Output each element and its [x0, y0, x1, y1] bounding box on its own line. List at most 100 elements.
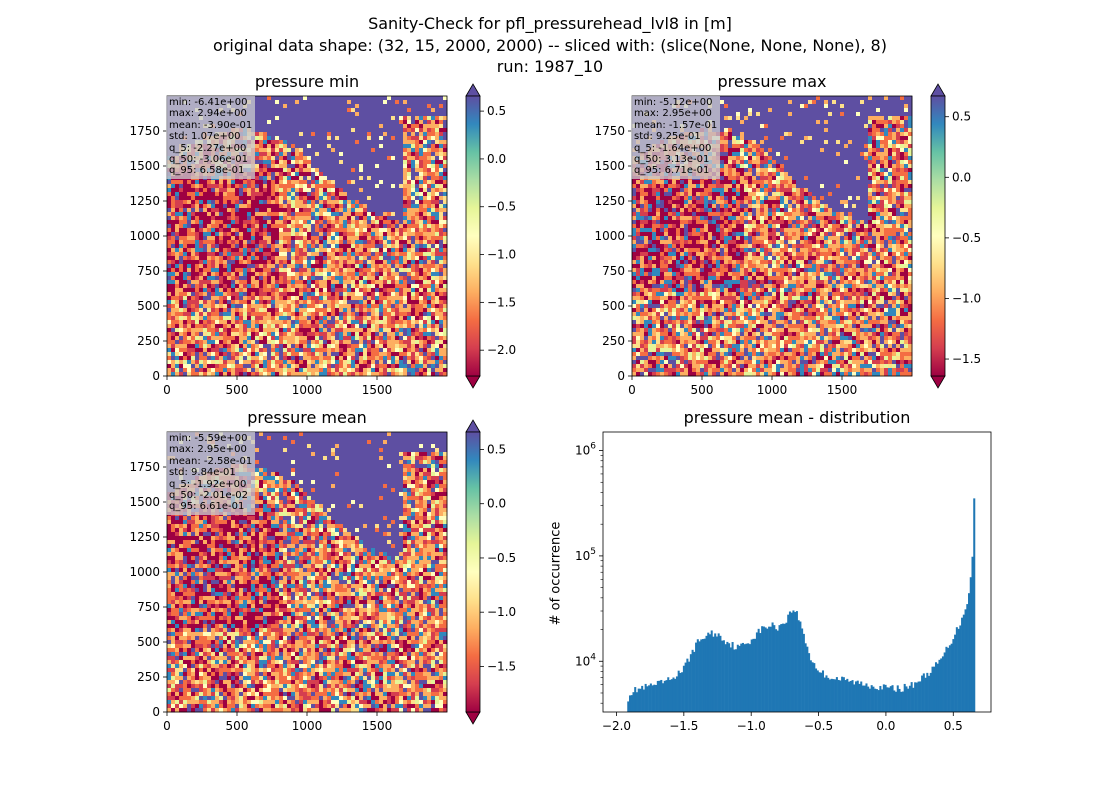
heatmap-cell [235, 220, 240, 225]
heatmap-cell [303, 184, 308, 189]
heatmap-cell [331, 212, 336, 217]
heatmap-cell [211, 348, 216, 353]
heatmap-cell [203, 320, 208, 325]
heatmap-cell [351, 220, 356, 225]
heatmap-cell [259, 268, 264, 273]
heatmap-cell [347, 344, 352, 349]
heatmap-cell [367, 304, 372, 309]
heatmap-cell [435, 164, 440, 169]
heatmap-cell [363, 276, 368, 281]
heatmap-cell [391, 152, 396, 157]
heatmap-cell [435, 292, 440, 297]
heatmap-cell [187, 264, 192, 269]
heatmap-cell [275, 124, 280, 129]
heatmap-cell [395, 152, 400, 157]
heatmap-cell [315, 252, 320, 257]
heatmap-cell [427, 228, 432, 233]
heatmap-cell [371, 100, 376, 105]
heatmap-cell [283, 96, 288, 101]
heatmap-cell [175, 252, 180, 257]
heatmap-cell [427, 308, 432, 313]
heatmap-cell [319, 224, 324, 229]
heatmap-cell [179, 292, 184, 297]
heatmap-cell [403, 172, 408, 177]
heatmap-cell [283, 132, 288, 137]
heatmap-cell [227, 212, 232, 217]
heatmap-cell [343, 348, 348, 353]
heatmap-cell [167, 352, 172, 357]
heatmap-cell [359, 316, 364, 321]
heatmap-cell [187, 352, 192, 357]
heatmap-cell [167, 180, 172, 185]
heatmap-cell [259, 164, 264, 169]
heatmap-cell [227, 224, 232, 229]
heatmap-cell [363, 288, 368, 293]
heatmap-cell [359, 364, 364, 369]
heatmap-cell [327, 328, 332, 333]
heatmap-cell [191, 208, 196, 213]
heatmap-cell [211, 364, 216, 369]
heatmap-cell [323, 356, 328, 361]
heatmap-cell [295, 212, 300, 217]
heatmap-cell [423, 128, 428, 133]
heatmap-cell [303, 220, 308, 225]
heatmap-cell [219, 220, 224, 225]
heatmap-cell [439, 108, 444, 113]
heatmap-cell [219, 332, 224, 337]
heatmap-cell [315, 200, 320, 205]
heatmap-cell [399, 220, 404, 225]
heatmap-cell [231, 312, 236, 317]
heatmap-cell [423, 116, 428, 121]
heatmap-cell [271, 160, 276, 165]
heatmap-cell [179, 348, 184, 353]
heatmap-cell [255, 372, 260, 377]
heatmap-cell [303, 292, 308, 297]
heatmap-cell [327, 280, 332, 285]
heatmap-cell [267, 148, 272, 153]
heatmap-cell [299, 316, 304, 321]
heatmap-cell [423, 320, 428, 325]
heatmap-cell [363, 180, 368, 185]
heatmap-cell [351, 256, 356, 261]
heatmap-cell [263, 260, 268, 265]
heatmap-cell [175, 372, 180, 377]
heatmap-cell [355, 228, 360, 233]
heatmap-cell [419, 328, 424, 333]
heatmap-cell [355, 236, 360, 241]
heatmap-cell [423, 204, 428, 209]
heatmap-cell [399, 296, 404, 301]
heatmap-cell [359, 368, 364, 373]
heatmap-cell [279, 100, 284, 105]
heatmap-cell [351, 104, 356, 109]
heatmap-cell [235, 196, 240, 201]
heatmap-cell [383, 232, 388, 237]
heatmap-cell [275, 112, 280, 117]
heatmap-cell [415, 120, 420, 125]
heatmap-cell [387, 352, 392, 357]
heatmap-cell [415, 372, 420, 377]
heatmap-cell [427, 304, 432, 309]
heatmap-cell [355, 204, 360, 209]
heatmap-cell [431, 108, 436, 113]
heatmap-cell [427, 316, 432, 321]
heatmap-cell [399, 328, 404, 333]
heatmap-cell [215, 364, 220, 369]
heatmap-cell [287, 220, 292, 225]
heatmap-cell [231, 208, 236, 213]
heatmap-cell [259, 272, 264, 277]
heatmap-cell [359, 248, 364, 253]
heatmap-cell [179, 336, 184, 341]
heatmap-cell [307, 276, 312, 281]
heatmap-cell [339, 176, 344, 181]
heatmap-cell [383, 228, 388, 233]
heatmap-cell [211, 288, 216, 293]
heatmap-cell [327, 188, 332, 193]
heatmap-cell [335, 252, 340, 257]
heatmap-cell [435, 196, 440, 201]
heatmap-cell [287, 232, 292, 237]
heatmap-cell [379, 340, 384, 345]
heatmap-cell [307, 192, 312, 197]
heatmap-cell [363, 312, 368, 317]
heatmap-cell [339, 152, 344, 157]
heatmap-cell [295, 108, 300, 113]
